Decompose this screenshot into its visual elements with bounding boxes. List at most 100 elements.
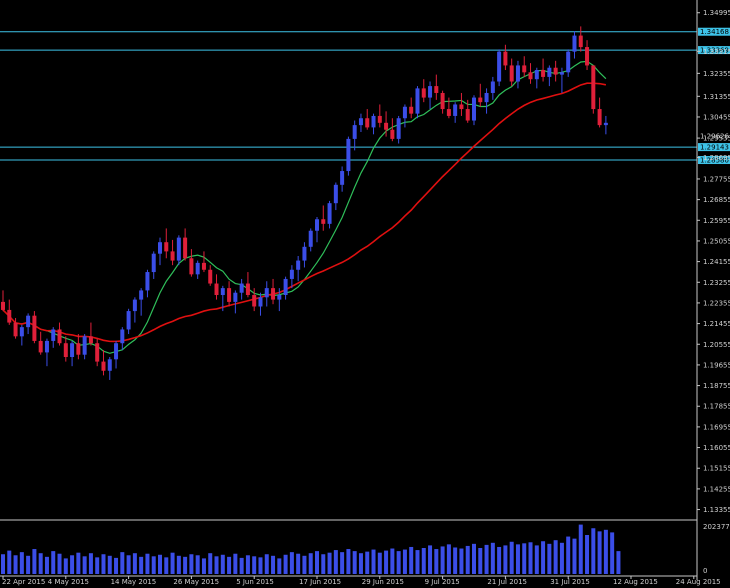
- candle-body: [183, 237, 188, 259]
- horizontal-line-tag: [698, 27, 730, 36]
- candle-body: [158, 242, 162, 254]
- candle-body: [559, 72, 564, 75]
- candle-body: [384, 122, 389, 130]
- horizontal-line-tag: [698, 156, 730, 165]
- date-tick-label: 21 Jul 2015: [487, 578, 527, 586]
- candle-body: [415, 88, 420, 114]
- candle-body: [421, 88, 426, 98]
- volume-bar: [484, 544, 489, 574]
- candle-body: [227, 288, 232, 302]
- candle-body: [396, 118, 401, 139]
- volume-bar: [541, 541, 546, 574]
- price-tick-label: 1.21455: [703, 320, 730, 328]
- candle-body: [145, 272, 150, 291]
- date-tick-label: 9 Jul 2015: [425, 578, 460, 586]
- volume-bar: [384, 550, 389, 574]
- volume-bar: [352, 551, 357, 574]
- volume-bar: [271, 555, 276, 574]
- candle-body: [327, 203, 332, 224]
- volume-bar: [139, 556, 144, 574]
- volume-bar: [158, 554, 162, 574]
- candle-body: [585, 47, 590, 66]
- volume-bar: [497, 546, 502, 574]
- candle-body: [528, 72, 533, 80]
- volume-bar: [459, 548, 464, 574]
- candle-body: [51, 329, 56, 341]
- candle-body: [446, 109, 451, 116]
- date-tick-label: 31 Jul 2015: [550, 578, 590, 586]
- candle-body: [315, 219, 319, 231]
- candle-body: [220, 288, 225, 296]
- moving-averages-layer: [2, 60, 607, 354]
- candle-body: [208, 269, 213, 284]
- price-tick-label: 1.24155: [703, 258, 730, 266]
- candle-body: [296, 260, 301, 270]
- candle-body: [95, 343, 100, 362]
- horizontal-line-tag: [698, 143, 730, 152]
- candle-body: [522, 65, 527, 73]
- volume-bar: [528, 542, 533, 574]
- price-tick-label: 1.31355: [703, 93, 730, 101]
- volume-bar: [277, 558, 282, 574]
- volume-bar: [340, 552, 345, 574]
- volume-bar: [283, 554, 288, 574]
- candle-body: [547, 67, 552, 77]
- volume-min-label: 0: [703, 567, 707, 575]
- volume-bar: [38, 553, 43, 574]
- candle-body: [321, 219, 326, 224]
- volume-bar: [465, 545, 470, 574]
- volume-bar: [358, 553, 363, 574]
- volume-bar: [7, 550, 12, 574]
- volume-bar: [145, 553, 150, 574]
- price-tick-label: 1.15155: [703, 465, 730, 473]
- volume-bar: [553, 540, 558, 574]
- price-tick-label: 1.34995: [703, 9, 730, 17]
- volume-bar: [390, 548, 395, 574]
- price-tick-label: 1.27755: [703, 175, 730, 183]
- candle-body: [459, 104, 464, 110]
- volume-bar: [245, 555, 250, 574]
- candle-body: [7, 309, 12, 323]
- volume-bar: [333, 550, 338, 574]
- volume-bar: [132, 553, 137, 574]
- date-tick-label: 24 Aug 2015: [676, 578, 721, 586]
- candle-body: [151, 253, 156, 273]
- fast-moving-average-line: [2, 60, 607, 354]
- volume-bar: [76, 552, 81, 574]
- volume-bar: [70, 555, 75, 574]
- volume-bar: [26, 555, 31, 574]
- volume-bar: [365, 551, 370, 574]
- volume-bar: [51, 551, 56, 574]
- candle-body: [63, 343, 68, 357]
- candle-body: [82, 336, 87, 355]
- candle-body: [107, 359, 112, 371]
- volume-bar: [126, 555, 131, 574]
- volume-bar: [151, 556, 156, 574]
- date-tick-label: 22 Apr 2015: [2, 578, 45, 586]
- current-price-label: 1.29626: [700, 133, 729, 141]
- candle-body: [377, 115, 382, 123]
- volume-bar: [616, 551, 621, 574]
- price-tick-label: 1.16955: [703, 423, 730, 431]
- candle-body: [302, 246, 307, 261]
- volume-bar: [107, 555, 112, 574]
- volume-bar: [239, 557, 244, 574]
- volume-bar: [446, 544, 451, 574]
- candle-body: [239, 283, 244, 293]
- candle-body: [352, 125, 357, 139]
- volume-bar: [170, 552, 175, 574]
- candle-body: [453, 104, 458, 116]
- price-tick-label: 1.26855: [703, 196, 730, 204]
- volume-bar: [371, 549, 376, 574]
- candle-body: [478, 97, 483, 103]
- price-tick-label: 1.19655: [703, 361, 730, 369]
- candle-body: [465, 109, 470, 121]
- candle-body: [258, 297, 263, 307]
- horizontal-line-label: 1.34168: [700, 28, 729, 36]
- volume-bar: [547, 543, 552, 574]
- candle-body: [503, 51, 508, 66]
- volume-bar: [208, 553, 213, 574]
- volume-bar: [610, 532, 615, 574]
- volume-bar: [220, 554, 225, 574]
